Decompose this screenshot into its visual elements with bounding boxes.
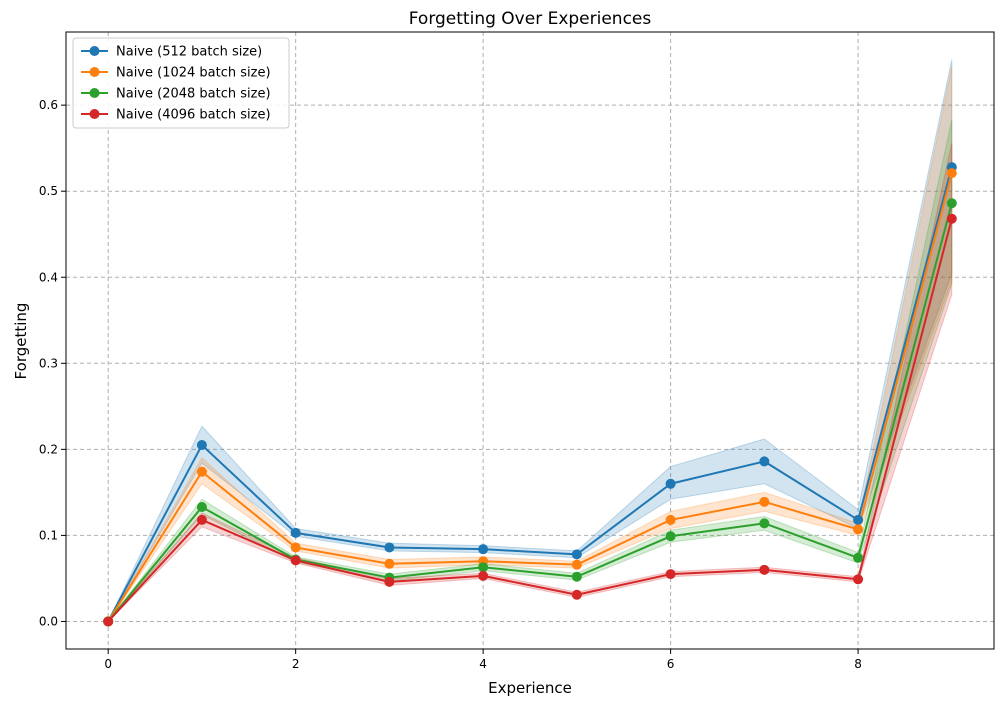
legend-label-series-1: Naive (512 batch size): [116, 45, 262, 60]
data-point-series-2: [196, 466, 207, 477]
legend-marker-series-1: [89, 46, 100, 56]
legend-label-series-4: Naive (4096 batch size): [116, 108, 271, 123]
legend-label-series-3: Naive (2048 batch size): [116, 87, 271, 102]
data-point-series-1: [384, 542, 395, 553]
x-tick-label: 4: [479, 657, 487, 671]
y-tick-label: 0.0: [39, 614, 58, 628]
y-tick-label: 0.1: [39, 528, 58, 542]
x-tick-label: 6: [667, 657, 675, 671]
data-point-series-3: [853, 552, 864, 563]
y-tick-label: 0.5: [39, 184, 58, 198]
data-point-series-4: [478, 570, 489, 581]
y-tick-label: 0.3: [39, 356, 58, 370]
series-line-3: [107, 202, 953, 623]
x-axis-ticks: 0 2 4 6 8: [104, 649, 862, 671]
data-point-series-4: [103, 616, 114, 627]
legend-marker-series-2: [89, 67, 100, 77]
y-axis-label: Forgetting: [12, 303, 30, 380]
data-point-series-4: [384, 576, 395, 587]
data-point-series-1: [478, 544, 489, 555]
data-point-series-3: [478, 562, 489, 573]
x-tick-label: 2: [292, 657, 300, 671]
data-point-series-1: [196, 440, 207, 451]
data-point-series-3: [759, 518, 770, 529]
data-point-series-1: [290, 527, 301, 538]
series-line-4: [107, 218, 953, 623]
series-points: [103, 162, 957, 627]
y-tick-label: 0.2: [39, 442, 58, 456]
data-point-series-2: [946, 168, 957, 179]
data-point-series-3: [665, 531, 676, 542]
data-point-series-4: [571, 589, 582, 600]
x-axis-label: Experience: [488, 679, 572, 697]
data-point-series-2: [571, 559, 582, 570]
legend-marker-series-4: [89, 109, 100, 119]
data-point-series-2: [384, 558, 395, 569]
legend-box: [72, 37, 290, 129]
data-point-series-1: [759, 456, 770, 467]
series-line-1: [107, 166, 953, 622]
legend-marker-series-3: [89, 88, 100, 98]
series-lines: [107, 166, 953, 623]
x-tick-label: 8: [854, 657, 862, 671]
data-point-series-2: [853, 524, 864, 535]
x-tick-label: 0: [104, 657, 112, 671]
data-point-series-3: [571, 571, 582, 582]
chart-title: Forgetting Over Experiences: [409, 9, 652, 29]
y-tick-label: 0.4: [39, 270, 58, 284]
data-point-series-4: [853, 574, 864, 585]
data-point-series-4: [759, 564, 770, 575]
data-point-series-1: [571, 549, 582, 560]
data-point-series-4: [946, 213, 957, 224]
y-axis-ticks: 0.0 0.1 0.2 0.3 0.4 0.5 0.6: [39, 98, 66, 628]
data-point-series-3: [946, 198, 957, 209]
data-point-series-3: [196, 502, 207, 513]
series-line-2: [107, 172, 953, 622]
y-tick-label: 0.6: [39, 98, 58, 112]
legend: Naive (512 batch size) Naive (1024 batch …: [72, 37, 290, 129]
legend-label-series-2: Naive (1024 batch size): [116, 66, 271, 81]
plot-frame: [65, 31, 995, 650]
data-point-series-2: [290, 542, 301, 553]
data-point-series-1: [665, 478, 676, 489]
data-point-series-2: [759, 496, 770, 507]
data-point-series-2: [665, 514, 676, 525]
data-point-series-4: [290, 555, 301, 566]
data-point-series-1: [853, 514, 864, 525]
data-point-series-4: [196, 514, 207, 525]
data-point-series-4: [665, 569, 676, 580]
